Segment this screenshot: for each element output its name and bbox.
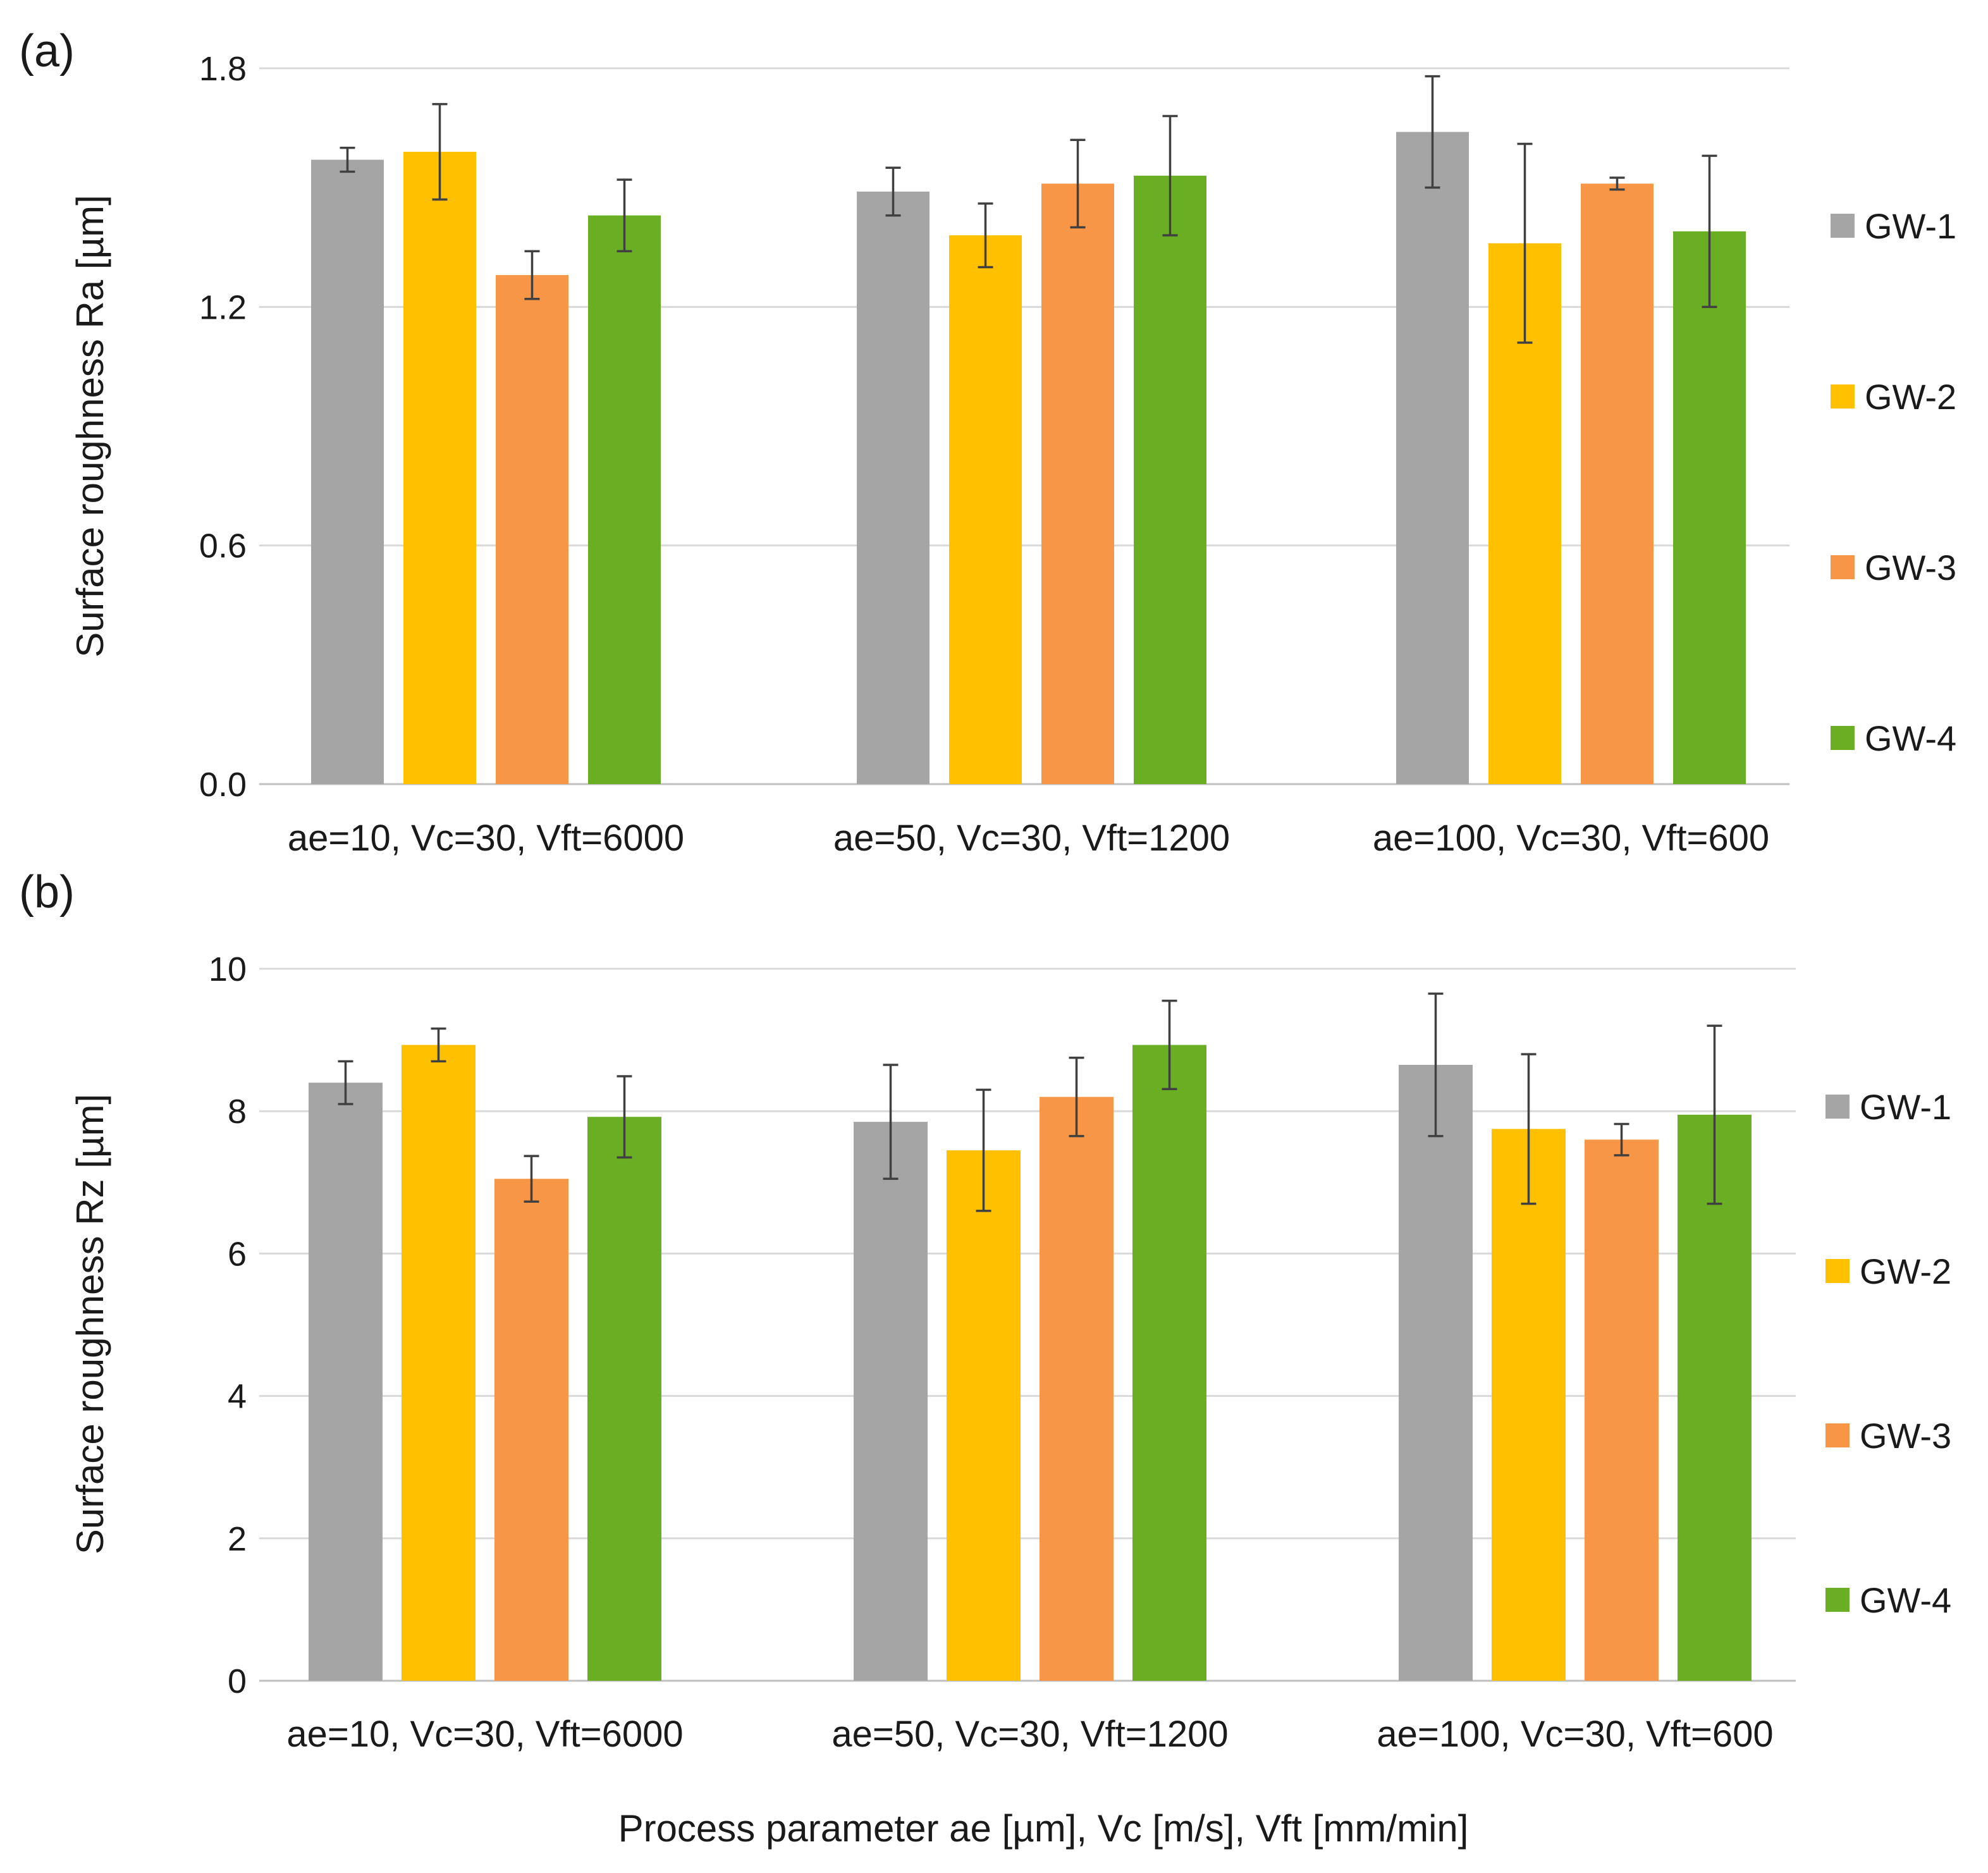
panel-a-error-bar-gw-4-2 [1162, 114, 1178, 236]
panel-b-error-bar-gw-1-2 [883, 1064, 899, 1180]
panel-a-error-bar-gw-3-3 [1609, 176, 1625, 191]
panel-b-legend-label-gw-1: GW-1 [1860, 1087, 1951, 1127]
panel-b-bar-gw-1-1 [309, 1083, 383, 1681]
panel-a-y-tick-label: 0.6 [199, 527, 247, 565]
panel-b-label: (b) [19, 867, 75, 918]
panel-b-error-bar-gw-2-1 [431, 1027, 446, 1063]
panel-a-bar-gw-2-1 [403, 152, 476, 785]
panel-a-bar-gw-2-2 [949, 235, 1022, 785]
panel-b-bar-gw-4-3 [1678, 1114, 1752, 1681]
panel-a-bar-gw-1-2 [857, 191, 930, 784]
panel-b-error-bar-gw-2-2 [976, 1088, 991, 1212]
panel-b-error-bar-gw-4-3 [1707, 1024, 1722, 1205]
panel-b-category-label: ae=100, Vc=30, Vft=600 [1377, 1714, 1773, 1755]
panel-b-bar-gw-2-3 [1492, 1129, 1566, 1681]
panel-b-error-bar-gw-2-3 [1521, 1053, 1537, 1205]
panel-b-y-tick-label: 6 [228, 1235, 247, 1273]
panel-b-legend-label-gw-4: GW-4 [1860, 1580, 1951, 1620]
panel-a-legend-swatch-gw-4 [1831, 726, 1855, 750]
panel-a-bar-gw-1-1 [311, 159, 384, 785]
panel-a-y-tick-label: 1.2 [199, 288, 247, 326]
panel-a-legend-label-gw-1: GW-1 [1865, 206, 1956, 246]
panel-a-legend-label-gw-4: GW-4 [1865, 718, 1956, 758]
panel-a-error-bar-gw-4-1 [617, 178, 632, 253]
panel-b-legend-label-gw-3: GW-3 [1860, 1416, 1951, 1456]
panel-a-error-bar-gw-1-3 [1425, 75, 1440, 189]
panel-a-bar-gw-1-3 [1396, 132, 1469, 785]
panel-a-legend-label-gw-3: GW-3 [1865, 548, 1956, 587]
panel-b-legend-swatch-gw-1 [1825, 1095, 1850, 1119]
panel-b-error-bar-gw-3-2 [1069, 1057, 1084, 1138]
panel-b-error-bar-gw-4-2 [1162, 999, 1177, 1091]
panel-a-error-bar-gw-1-1 [340, 147, 355, 173]
panel-a-bar-gw-4-3 [1673, 231, 1746, 784]
panel-a-legend-swatch-gw-2 [1831, 384, 1855, 408]
panel-b-legend-swatch-gw-2 [1825, 1259, 1850, 1283]
panel-b-y-tick-label: 4 [228, 1378, 247, 1416]
panel-b-error-bar-gw-1-1 [338, 1060, 353, 1105]
panel-a-y-axis-title: Surface roughness Ra [µm] [69, 195, 111, 658]
panel-a-bar-gw-3-3 [1581, 183, 1654, 784]
panel-a-category-label: ae=10, Vc=30, Vft=6000 [288, 818, 684, 859]
panel-b-error-bar-gw-3-3 [1614, 1122, 1629, 1157]
panel-b-legend-swatch-gw-3 [1825, 1423, 1850, 1447]
panel-a-y-tick-label: 0.0 [199, 766, 247, 804]
panel-a-error-bar-gw-3-1 [524, 250, 540, 300]
x-axis-title: Process parameter ae [µm], Vc [m/s], Vft… [618, 1807, 1469, 1850]
panel-a-y-tick-label: 1.8 [199, 50, 247, 88]
panel-a-bar-gw-4-2 [1134, 175, 1206, 784]
panel-b-bar-gw-2-2 [947, 1150, 1021, 1681]
panel-b-y-tick-label: 0 [228, 1662, 247, 1700]
panel-a-legend-swatch-gw-1 [1831, 214, 1855, 238]
panel-b-y-axis-title: Surface roughness Rz [µm] [69, 1094, 111, 1554]
panel-a-error-bar-gw-3-2 [1070, 138, 1086, 229]
panel-b-bar-gw-4-2 [1132, 1045, 1206, 1681]
panel-b-y-tick-label: 8 [228, 1093, 247, 1131]
panel-a-error-bar-gw-2-1 [432, 102, 448, 201]
panel-b-category-label: ae=50, Vc=30, Vft=1200 [831, 1714, 1228, 1755]
panel-a-bar-gw-4-1 [588, 215, 661, 784]
panel-a-bar-gw-3-2 [1041, 183, 1114, 784]
panel-b-legend-swatch-gw-4 [1825, 1588, 1850, 1612]
panel-a-error-bar-gw-4-3 [1702, 154, 1717, 309]
panel-a-error-bar-gw-2-3 [1517, 142, 1533, 344]
panel-a-chart: 0.0 0.6 1.2 1.8 ae=10, Vc=30, Vft=6000 ae=50,… [199, 50, 1956, 859]
panel-b-bar-gw-3-2 [1040, 1096, 1114, 1681]
panel-a-legend-label-gw-2: GW-2 [1865, 377, 1956, 417]
panel-a-label: (a) [19, 26, 75, 77]
panel-a-error-bar-gw-2-2 [978, 202, 993, 269]
panel-b-error-bar-gw-1-3 [1428, 992, 1444, 1138]
panel-b-bar-gw-1-2 [854, 1122, 928, 1681]
panel-b-y-tick-label: 2 [228, 1520, 247, 1558]
panel-b-chart: 0 2 4 6 8 10 ae=10, Vc=30, Vft=6000 ae=50, Vc=3… [209, 950, 1951, 1755]
panel-a-category-label: ae=100, Vc=30, Vft=600 [1373, 818, 1769, 859]
panel-b-bar-gw-1-3 [1399, 1065, 1473, 1681]
panel-b-bar-gw-4-1 [587, 1117, 661, 1681]
panel-b-error-bar-gw-4-1 [617, 1075, 632, 1159]
panel-a-legend-swatch-gw-3 [1831, 555, 1855, 579]
panel-b-legend-label-gw-2: GW-2 [1860, 1251, 1951, 1291]
panel-b-bar-gw-3-3 [1585, 1139, 1659, 1681]
panel-b-category-label: ae=10, Vc=30, Vft=6000 [286, 1714, 683, 1755]
panel-b-bar-gw-2-1 [402, 1045, 476, 1681]
panel-a-error-bar-gw-1-2 [885, 166, 901, 217]
panel-a-bar-gw-3-1 [496, 275, 568, 784]
panel-b-bar-gw-3-1 [494, 1179, 568, 1681]
panel-b-error-bar-gw-3-1 [524, 1155, 539, 1203]
panel-b-y-tick-label: 10 [209, 950, 247, 988]
panel-a-category-label: ae=50, Vc=30, Vft=1200 [833, 818, 1230, 859]
